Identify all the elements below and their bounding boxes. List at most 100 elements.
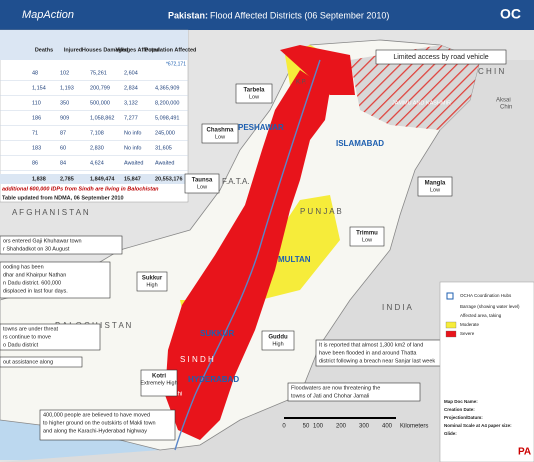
callouts: Limited access by road vehicle ors entere… (0, 49, 507, 441)
table-cell: 102 (60, 70, 69, 76)
callout-text: Floodwaters are now threatening the (291, 385, 380, 391)
info-label: Creation Date: (444, 407, 475, 412)
table-cell: 5,098,491 (155, 115, 179, 121)
region-label: C H I N (478, 67, 504, 76)
column-header: Injured (64, 47, 82, 53)
table-cell: 110 (32, 100, 41, 106)
table-cell: 1,058,862 (90, 115, 114, 121)
barrage-name: Sukkur (142, 276, 163, 282)
header-bar (0, 0, 534, 30)
region-label: JAMMU AND KASHMIR (392, 100, 451, 106)
legend-label: Affected area, taking (460, 313, 502, 318)
barrage-name: Tarbela (244, 88, 266, 94)
table-cell: 2,604 (124, 70, 138, 76)
callout-text: to higher ground on the outskirts of Mak… (43, 420, 156, 426)
table-cell: 200,799 (90, 85, 110, 91)
legend-panel (439, 281, 534, 462)
title: Flood Affected Districts (06 September 2… (210, 10, 389, 20)
legend-swatch (445, 330, 457, 338)
info-label: Projection/Datum: (444, 415, 483, 420)
table-cell: No info (124, 145, 141, 151)
indus-river (174, 59, 321, 451)
table-cell: 7,108 (90, 130, 104, 136)
barrage-box (417, 176, 453, 197)
table-cell: 350 (60, 100, 69, 106)
table-note: *672,171 (166, 61, 186, 67)
city-label: MULTAN (278, 255, 311, 264)
region-label: F.A.T.A. (222, 177, 250, 186)
barrage-box (261, 330, 295, 351)
severe-area (165, 70, 330, 440)
column-header: Deaths (35, 47, 53, 53)
severe-area (280, 45, 355, 95)
region-label: Chin (500, 105, 512, 111)
callout-box (0, 261, 111, 299)
table-cell: 245,000 (155, 130, 175, 136)
scale: 0 50 100 200 300 400 Kilometers (282, 424, 428, 430)
callout-text: Limited access by road vehicle (393, 54, 488, 61)
table-cell: Awaited (124, 160, 143, 166)
region-label: A F G H A N I S T A N (12, 208, 89, 217)
legend-label: OCHA Coordination Hubs (460, 293, 512, 298)
callout-text: rs continue to move (3, 334, 51, 340)
city-label: HYDERABAD (188, 375, 239, 384)
barrage-level: Low (362, 237, 372, 243)
callout-text: out assistance along (3, 359, 53, 365)
barrage-level: Low (249, 94, 259, 100)
callout-text: have been flooded in and around Thatta (319, 350, 417, 356)
table-cell: 909 (60, 115, 69, 121)
callout-text: r Shahdadkot on 30 August (3, 246, 70, 252)
corner-label: PA (518, 447, 531, 458)
region-label: Aksai (496, 98, 511, 104)
callout-text: and along the Karachi-Hyderabad highway (43, 428, 147, 434)
barrage-name: Kotri (152, 374, 166, 380)
barrage-name: Mangla (425, 181, 446, 187)
logo: MapAction (22, 9, 74, 21)
table-cell: 1,154 (32, 85, 46, 91)
legend-symbol (446, 292, 454, 300)
callout-text: It is reported that almost 1,300 km2 of … (319, 342, 423, 348)
callout-box (0, 356, 83, 368)
column-header: Houses Damaged (82, 47, 128, 53)
callout-text: ooding has been (3, 264, 44, 270)
city-label: ISLAMABAD (336, 139, 384, 148)
table-cell: No info (124, 130, 141, 136)
callout-text: n Dadu district. 600,000 (3, 280, 61, 286)
barrage-level: Low (215, 134, 225, 140)
info-label: Map Doc Name: (444, 399, 478, 404)
table-total: 2,785 (60, 176, 74, 182)
callout-box (0, 235, 123, 255)
table-cell: 75,261 (90, 70, 107, 76)
table-cell: 4,624 (90, 160, 104, 166)
table-cell: 31,605 (155, 145, 172, 151)
barrage-name: Trimmu (356, 231, 378, 237)
table-cell: 7,277 (124, 115, 138, 121)
city-label: SUKKUR (200, 329, 234, 338)
region-label: I N D I A (382, 303, 412, 312)
table-cell: 1,193 (60, 85, 74, 91)
scale-label: 50 (303, 424, 310, 430)
barrage-box (349, 226, 385, 247)
total-bg (0, 174, 188, 184)
callout-box (287, 382, 421, 402)
table-cell: 86 (32, 160, 38, 166)
column-header: Villages Affected (115, 47, 159, 53)
table-total: 20,553,176 (155, 176, 183, 182)
region-label: S I N D H (180, 355, 214, 364)
city-label: PESHAWAR (238, 123, 284, 132)
barrage-box (140, 369, 178, 397)
callout-text: ors entered Gaji Khuhawar town (3, 238, 82, 244)
legend-label: Barrage (showing water level) (460, 304, 520, 309)
column-header: Population Affected (145, 47, 197, 53)
barrage-box (136, 271, 168, 292)
table-cell: Awaited (155, 160, 174, 166)
table-cell: 87 (60, 130, 66, 136)
table-cell: 4,365,909 (155, 85, 179, 91)
table-cell: 8,200,000 (155, 100, 179, 106)
ocha-logo: OC (500, 6, 521, 22)
barrage-level: High (272, 341, 283, 347)
restricted-area (350, 45, 480, 130)
callout-box (375, 49, 507, 65)
table-note: additional 600,000 IDPs from Sindh are l… (2, 186, 159, 192)
